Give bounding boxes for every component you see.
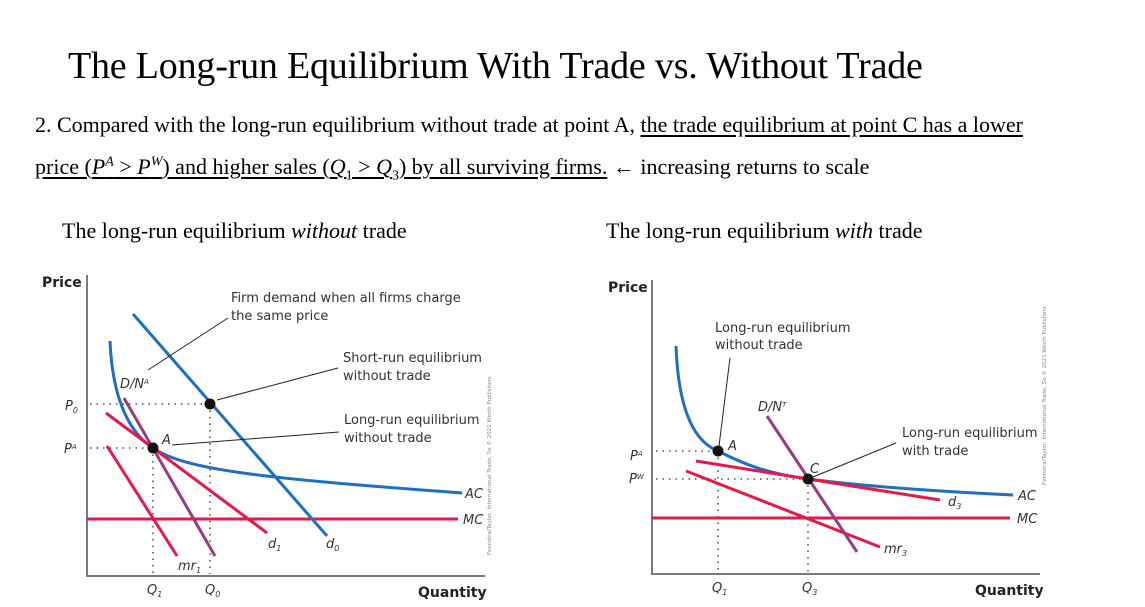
point-c <box>802 473 814 485</box>
text-price: price ( <box>35 154 92 179</box>
annotation-long-run-line1: Long-run equilibrium <box>344 413 480 428</box>
subtitle-text: trade <box>357 218 407 243</box>
point-a-label: A <box>727 439 737 454</box>
mr3-label: mr3 <box>884 542 907 558</box>
copyright-text: Feenstra/Taylor, International Trade, 5e… <box>486 376 493 555</box>
paragraph-text: increasing returns to scale <box>640 154 870 179</box>
point-a <box>147 442 159 454</box>
math-sub-1: 1 <box>345 168 353 184</box>
q0-label: Q0 <box>205 583 220 599</box>
annotation-firm-demand-line2: the same price <box>231 309 328 324</box>
annotation-lr-with-trade-line2: with trade <box>902 444 968 459</box>
math-q: Q <box>329 154 346 179</box>
annotation-short-run-line1: Short-run equilibrium <box>343 351 482 366</box>
leader-line <box>812 442 897 478</box>
q1-label: Q1 <box>712 581 727 597</box>
mr1-curve <box>105 445 179 557</box>
paragraph-line-2: price (PA > PW) and higher sales (Q1 > Q… <box>35 154 869 184</box>
subtitle-text: The long-run equilibrium <box>62 218 292 243</box>
mr3-curve <box>685 469 881 549</box>
annotation-lr-without-trade-line1: Long-run equilibrium <box>715 321 851 336</box>
right-chart: Price Quantity PA PW Q1 Q3 D/NT A C AC <box>608 280 1048 599</box>
dna-curve <box>122 397 217 557</box>
leader-line <box>171 431 340 446</box>
d3-label: d3 <box>948 495 961 511</box>
pw-label: PW <box>629 472 645 487</box>
point-a <box>712 445 724 457</box>
math-sub-3: 3 <box>391 168 399 184</box>
annotation-lr-without-trade-line2: without trade <box>715 338 803 353</box>
math-gt: > <box>352 154 377 179</box>
math-p: P <box>91 154 106 179</box>
paragraph-underlined-text: the trade equilibrium at point C has a l… <box>640 112 1023 137</box>
dnt-curve <box>765 415 859 553</box>
pa-label: PA <box>630 449 643 464</box>
p0-label: P0 <box>65 399 78 415</box>
underlined-segment: price (PA > PW) and higher sales (Q1 > Q… <box>35 154 608 183</box>
q1-label: Q1 <box>147 583 162 599</box>
q3-label: Q3 <box>802 581 817 597</box>
left-arrow-icon: ← <box>607 154 641 179</box>
left-y-axis-label: Price <box>42 275 82 291</box>
annotation-short-run-line2: without trade <box>343 369 431 384</box>
leader-line <box>216 367 339 401</box>
copyright-text: Feenstra/Taylor, International Trade, 5e… <box>1041 306 1048 485</box>
ac-label: AC <box>1017 489 1037 504</box>
leader-line <box>147 317 229 371</box>
d0-curve <box>131 313 329 537</box>
left-chart-subtitle: The long-run equilibrium without trade <box>62 218 407 244</box>
math-p: P <box>137 154 151 179</box>
subtitle-emphasis: without <box>291 218 358 243</box>
annotation-long-run-line2: without trade <box>344 431 432 446</box>
d1-label: d1 <box>268 537 281 553</box>
ac-label: AC <box>464 487 484 502</box>
annotation-firm-demand-line1: Firm demand when all firms charge <box>231 291 461 306</box>
paragraph-line-1: 2. Compared with the long-run equilibriu… <box>35 112 1023 138</box>
leader-line <box>718 357 731 447</box>
right-x-axis-label: Quantity <box>975 583 1044 599</box>
right-y-axis-label: Price <box>608 280 648 296</box>
ac-curve <box>108 340 463 495</box>
ac-curve <box>674 345 1014 497</box>
paragraph-text: 2. Compared with the long-run equilibriu… <box>35 112 641 137</box>
mc-label: MC <box>1017 512 1038 527</box>
left-x-axis-label: Quantity <box>418 585 487 601</box>
slide-title: The Long-run Equilibrium With Trade vs. … <box>68 45 923 87</box>
dnt-label: D/NT <box>758 400 787 415</box>
text-higher-sales: ) and higher sales ( <box>162 154 330 179</box>
short-run-equilibrium-point <box>204 398 216 410</box>
math-q: Q <box>376 154 392 179</box>
math-sup-w: W <box>150 154 163 170</box>
math-gt: > <box>113 154 138 179</box>
annotation-lr-with-trade-line1: Long-run equilibrium <box>902 426 1038 441</box>
pa-label: PA <box>64 442 77 457</box>
d0-label: d0 <box>326 537 339 553</box>
left-chart: Price Quantity P0 PA Q1 Q0 D/NA A <box>42 275 493 601</box>
subtitle-text: trade <box>873 218 923 243</box>
point-c-label: C <box>810 462 820 477</box>
math-sup-a: A <box>105 154 114 170</box>
mr1-label: mr1 <box>178 559 201 575</box>
subtitle-emphasis: with <box>835 218 874 243</box>
mc-label: MC <box>463 513 484 528</box>
subtitle-text: The long-run equilibrium <box>606 218 836 243</box>
text-surviving-firms: ) by all surviving firms. <box>398 154 608 179</box>
right-chart-subtitle: The long-run equilibrium with trade <box>606 218 923 244</box>
dna-label: D/NA <box>120 377 149 392</box>
point-a-label: A <box>161 433 171 448</box>
